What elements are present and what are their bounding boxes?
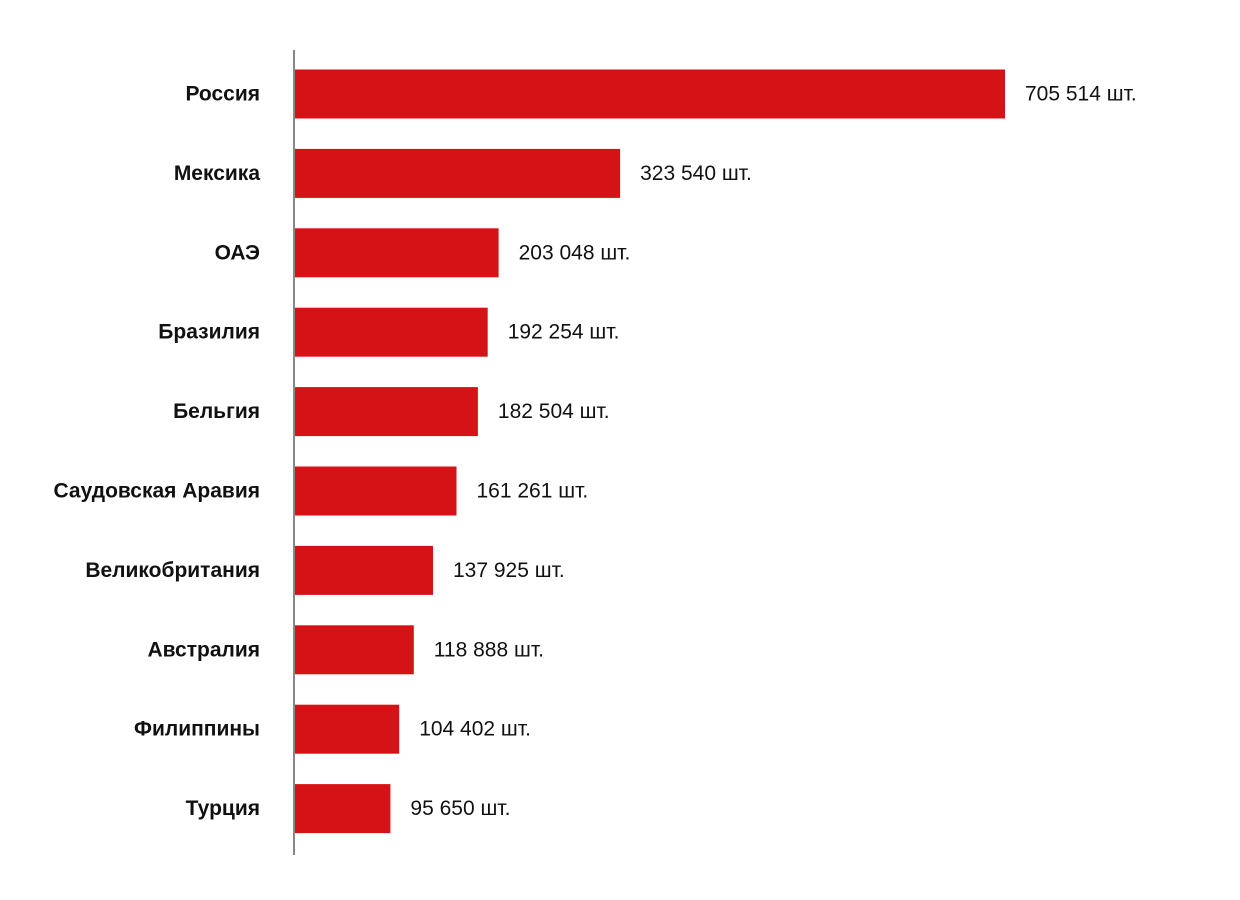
value-label: 137 925 шт. [453,559,565,582]
category-label: Россия [185,83,260,106]
bar-8 [294,704,400,754]
category-label: Саудовская Аравия [53,480,260,503]
category-label: Турция [186,797,260,820]
value-label: 95 650 шт. [410,797,510,820]
category-label: Австралия [147,638,260,661]
value-label: 203 048 шт. [519,241,631,264]
bar-2 [294,228,499,278]
bar-1 [294,148,621,198]
bar-9 [294,784,391,834]
value-label: 118 888 шт. [434,638,544,661]
value-label: 192 254 шт. [508,321,620,344]
bar-3 [294,307,488,357]
value-labels-group: 705 514 шт. 323 540 шт. 203 048 шт. 192 254… [410,83,1136,821]
value-label: 182 504 шт. [498,400,610,423]
bar-4 [294,387,478,437]
category-label: Великобритания [85,559,260,582]
value-label: 104 402 шт. [419,718,531,741]
value-label: 323 540 шт. [640,162,752,185]
bar-6 [294,545,433,595]
category-label: Филиппины [134,718,260,741]
bars-group [294,69,1005,834]
value-label: 705 514 шт. [1025,83,1137,106]
category-label: Бельгия [173,400,260,423]
bar-7 [294,625,414,675]
category-label: Бразилия [158,321,260,344]
category-label: ОАЭ [215,241,260,264]
bar-0 [294,69,1005,119]
value-label: 161 261 шт. [477,480,589,503]
bar-5 [294,466,457,516]
category-labels-group: Россия Мексика ОАЭ Бразилия Бельгия Саудовска… [53,83,260,821]
category-label: Мексика [174,162,261,185]
